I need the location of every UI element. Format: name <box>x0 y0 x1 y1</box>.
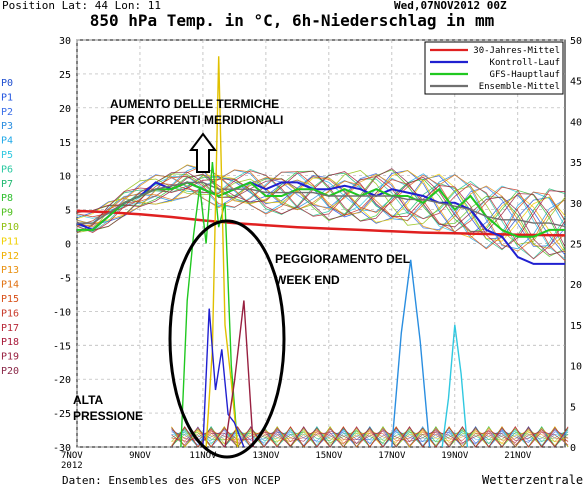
chart-title: 850 hPa Temp. in °C, 6h-Niederschlag in … <box>90 11 495 30</box>
precip-member-line <box>171 426 569 448</box>
y-tick-label-right: 10 <box>570 362 582 373</box>
footer-source: Daten: Ensembles des GFS von NCEP <box>62 474 281 487</box>
precip-member-line <box>171 426 569 448</box>
annotation-peggioramento-2: WEEK END <box>275 273 340 287</box>
series-line <box>77 181 566 228</box>
member-label: P16 <box>1 308 19 319</box>
y-tick-label-left: 5 <box>65 206 71 217</box>
y-tick-label-right: 30 <box>570 199 582 210</box>
legend-entry: Kontroll-Lauf <box>490 58 560 68</box>
member-label: P15 <box>1 294 19 305</box>
position-label: Position Lat: 44 Lon: 11 <box>2 0 161 12</box>
y-tick-label-left: 15 <box>59 138 71 149</box>
footer-site: Wetterzentrale <box>482 473 583 487</box>
ensemble-member-line <box>76 168 566 256</box>
x-tick-label: 11NOV <box>189 451 217 461</box>
member-label: P0 <box>1 78 13 89</box>
annotation-alta-1: ALTA <box>73 393 104 407</box>
legend: 30-Jahres-Mittel Kontroll-Lauf GFS-Hauptla… <box>424 41 564 95</box>
y-tick-label-left: -10 <box>53 307 71 318</box>
x-axis: 7NOV2012 9NOV 11NOV 13NOV 15NOV 17NOV 19NOV 21N… <box>61 451 532 471</box>
y-tick-label-left: 30 <box>59 36 71 47</box>
annotation-alta-2: PRESSIONE <box>73 409 143 423</box>
x-tick-label: 7NOV <box>61 451 83 461</box>
series-line <box>224 300 254 448</box>
x-tick-label: 15NOV <box>315 451 343 461</box>
x-tick-label: 2012 <box>61 461 83 471</box>
y-tick-label-left: 20 <box>59 104 71 115</box>
y-tick-label-right: 5 <box>570 402 576 413</box>
member-list: P0 P1 P2 P3 P4 P5 P6 P7 P8 P9 P10 P11 P12 P13 P14 P15 P1… <box>1 78 19 377</box>
legend-entry: GFS-Hauptlauf <box>490 70 560 80</box>
y-tick-label-left: 10 <box>59 172 71 183</box>
series-line <box>76 181 565 265</box>
member-label: P12 <box>1 251 19 262</box>
y-tick-label-left: -15 <box>53 341 71 352</box>
member-label: P3 <box>1 121 13 132</box>
member-label: P11 <box>1 236 19 247</box>
legend-entry: Ensemble-Mittel <box>479 82 560 92</box>
x-tick-label: 13NOV <box>252 451 280 461</box>
x-tick-label: 21NOV <box>504 451 532 461</box>
member-label: P20 <box>1 366 19 377</box>
x-tick-label: 17NOV <box>378 451 406 461</box>
member-label: P4 <box>1 136 13 147</box>
member-label: P6 <box>1 164 13 175</box>
ensemble-member-line <box>76 171 566 261</box>
y-tick-label-right: 0 <box>570 443 576 454</box>
y-tick-label-left: -5 <box>59 273 71 284</box>
y-tick-label-right: 35 <box>570 158 582 169</box>
y-tick-label-right: 25 <box>570 240 582 251</box>
grid <box>76 39 565 448</box>
member-label: P7 <box>1 179 13 190</box>
member-label: P14 <box>1 280 19 291</box>
member-label: P17 <box>1 323 19 334</box>
y-tick-label-left: 0 <box>65 240 71 251</box>
series-lines <box>76 56 566 448</box>
y-tick-label-right: 40 <box>570 117 582 128</box>
ensemble-member-line <box>76 165 566 250</box>
member-label: P2 <box>1 107 13 118</box>
ensemble-member-line <box>76 170 566 248</box>
ensemble-member-line <box>76 174 566 249</box>
member-label: P5 <box>1 150 13 161</box>
annotation-peggioramento-1: PEGGIORAMENTO DEL <box>275 252 410 266</box>
highlight-ellipse <box>168 219 286 459</box>
y-tick-label-right: 15 <box>570 321 582 332</box>
annotation-termiche-2: PER CORRENTI MERIDIONALI <box>110 113 283 127</box>
member-label: P9 <box>1 208 13 219</box>
y-tick-label-left: -30 <box>53 443 71 454</box>
member-label: P13 <box>1 265 19 276</box>
member-label: P8 <box>1 193 13 204</box>
member-label: P19 <box>1 352 19 363</box>
up-arrow-icon <box>189 132 217 173</box>
series-line <box>441 324 469 448</box>
x-tick-label: 19NOV <box>441 451 469 461</box>
y-tick-label-right: 20 <box>570 280 582 291</box>
plot-area <box>76 39 566 448</box>
member-label: P10 <box>1 222 19 233</box>
series-line <box>76 209 566 237</box>
y-tick-label-right: 45 <box>570 77 582 88</box>
annotation-termiche-1: AUMENTO DELLE TERMICHE <box>110 97 279 111</box>
series-line <box>391 259 431 448</box>
y-tick-label-left: 25 <box>59 70 71 81</box>
x-tick-label: 9NOV <box>129 451 151 461</box>
y-tick-label-left: -25 <box>53 409 71 420</box>
y-tick-label-right: 50 <box>570 36 582 47</box>
series-line <box>180 162 239 448</box>
date-label: Wed,07NOV2012 00Z <box>394 0 507 12</box>
y-tick-label-left: -20 <box>53 375 71 386</box>
legend-entry: 30-Jahres-Mittel <box>473 46 560 56</box>
member-label: P18 <box>1 337 19 348</box>
series-line <box>202 308 245 448</box>
y-axis-left: 30 25 20 15 10 5 0 -5 -10 -15 -20 -25 -30 <box>53 36 71 454</box>
member-label: P1 <box>1 92 13 103</box>
